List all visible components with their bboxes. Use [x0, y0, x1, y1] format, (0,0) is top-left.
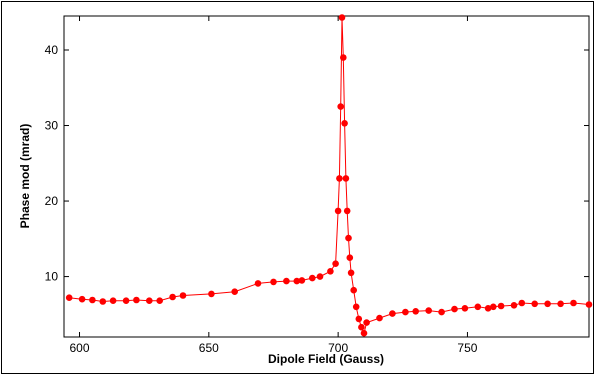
- data-point: [358, 323, 365, 331]
- data-point: [146, 297, 153, 305]
- data-point: [338, 14, 346, 21]
- data-point: [156, 297, 163, 305]
- data-point: [352, 303, 360, 311]
- data-point: [122, 297, 130, 305]
- series-line: [69, 17, 590, 335]
- y-tick-label: 20: [45, 194, 59, 208]
- data-point: [179, 292, 187, 299]
- data-point: [389, 310, 396, 317]
- y-tick-label: 10: [45, 270, 59, 284]
- data-point: [89, 296, 96, 304]
- x-tick-label: 750: [457, 341, 477, 355]
- data-point: [334, 207, 342, 215]
- data-point: [298, 277, 306, 284]
- data-point: [99, 298, 107, 305]
- series-points: [65, 14, 593, 337]
- data-point: [363, 319, 370, 326]
- data-point: [585, 301, 593, 308]
- data-point: [474, 303, 482, 311]
- plot-area: [63, 15, 590, 338]
- data-point: [254, 280, 262, 287]
- data-point: [360, 329, 368, 337]
- x-axis-ticks: 600 650 700 750: [70, 16, 478, 355]
- data-point: [484, 305, 492, 312]
- data-point: [461, 305, 469, 312]
- data-point: [425, 307, 433, 314]
- data-point: [346, 254, 354, 261]
- y-axis-label: Phase mod (mrad): [18, 124, 32, 229]
- data-point: [65, 294, 73, 302]
- data-point: [544, 300, 551, 308]
- data-point: [332, 260, 339, 268]
- data-point: [327, 268, 334, 275]
- data-point: [337, 103, 345, 110]
- data-point: [340, 54, 347, 61]
- data-point: [518, 299, 526, 307]
- data-point: [557, 300, 564, 308]
- data-point: [497, 302, 505, 310]
- data-point: [109, 297, 117, 305]
- data-point: [570, 299, 577, 307]
- data-point: [309, 274, 316, 282]
- data-point: [270, 278, 277, 286]
- data-point: [341, 120, 348, 127]
- x-tick-label: 600: [70, 341, 90, 355]
- data-point: [347, 269, 355, 277]
- data-point: [231, 288, 238, 296]
- data-point: [412, 308, 420, 315]
- data-point: [345, 234, 352, 242]
- data-point: [402, 308, 409, 316]
- y-tick-label: 40: [45, 43, 59, 57]
- data-point: [342, 175, 350, 182]
- data-point: [451, 305, 458, 313]
- data-point: [293, 277, 301, 285]
- data-point: [169, 293, 176, 301]
- data-point: [438, 308, 445, 316]
- data-point: [283, 277, 290, 285]
- y-axis-ticks: 10 20 30 40: [45, 43, 589, 284]
- data-point: [510, 302, 518, 309]
- data-point: [336, 175, 343, 182]
- x-axis-label: Dipole Field (Gauss): [268, 352, 384, 366]
- data-point: [343, 207, 351, 215]
- data-point: [376, 314, 383, 322]
- data-point: [350, 286, 358, 294]
- data-point: [208, 290, 215, 298]
- y-tick-label: 30: [45, 119, 59, 133]
- data-point: [531, 300, 538, 308]
- data-point: [355, 315, 363, 323]
- data-point: [78, 295, 86, 303]
- data-point: [490, 303, 497, 311]
- x-tick-label: 650: [199, 341, 219, 355]
- data-point: [316, 273, 324, 280]
- x-tick-label: 700: [328, 341, 348, 355]
- data-point: [133, 296, 140, 304]
